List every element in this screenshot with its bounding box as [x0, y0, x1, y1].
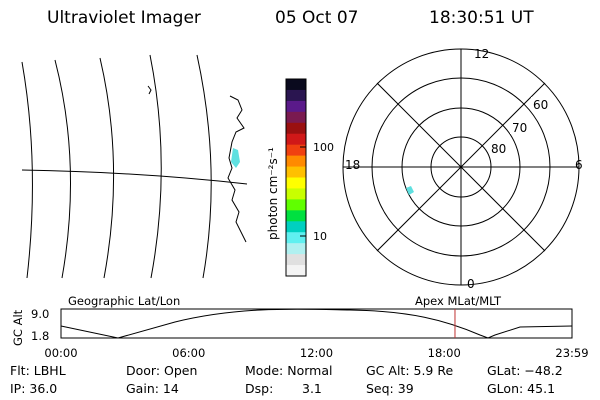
colorbar-band	[286, 199, 306, 211]
aurora-patch	[406, 186, 414, 195]
meridian-line	[99, 57, 115, 279]
ip-label: IP: 36.0	[10, 381, 58, 396]
glat-label: GLat: −48.2	[487, 363, 563, 378]
timeline-ymin: 1.8	[31, 329, 49, 343]
colorbar-band	[286, 89, 306, 102]
colorbar-unit-label: photon cm⁻²s⁻¹	[266, 147, 280, 240]
glon-label: GLon: 45.1	[487, 381, 556, 396]
time-tick-label: 00:00	[44, 346, 77, 360]
filter-label: Flt: LBHL	[10, 363, 66, 378]
dsp-value: 3.1	[302, 381, 322, 396]
mlt-label-18: 18	[345, 158, 360, 172]
timeline-ymax: 9.0	[31, 307, 49, 321]
meridian-line	[21, 61, 33, 279]
colorbar-band	[286, 166, 306, 178]
colorbar-band	[286, 177, 306, 189]
timeline-right-title: Apex MLat/MLT	[415, 294, 502, 308]
colorbar-band	[286, 188, 306, 200]
aurora-patch	[231, 148, 240, 168]
instrument-title: Ultraviolet Imager	[47, 8, 201, 28]
colorbar-tick-100: 100	[313, 141, 334, 154]
mlt-label-12: 12	[474, 47, 489, 61]
lat-label-80: 80	[491, 142, 506, 156]
mlt-label-6: 6	[575, 158, 583, 172]
time-tick-label: 23:59	[555, 346, 588, 360]
parallel-line	[21, 169, 248, 185]
gain-label: Gain: 14	[126, 381, 179, 396]
meridian-line	[149, 54, 162, 279]
altitude-curve	[60, 308, 573, 339]
gc-alt-label: GC Alt: 5.9 Re	[366, 363, 454, 378]
date-label: 05 Oct 07	[275, 8, 359, 28]
meridian-line	[196, 54, 212, 279]
lat-label-60: 60	[533, 98, 548, 112]
timeline-left-title: Geographic Lat/Lon	[68, 294, 180, 308]
seq-label: Seq: 39	[366, 381, 414, 396]
time-label: 18:30:51 UT	[429, 8, 534, 28]
colorbar-band	[286, 111, 306, 124]
colorbar-band	[286, 254, 306, 266]
time-tick-label: 06:00	[172, 346, 205, 360]
colorbar-tick-10: 10	[313, 230, 327, 243]
mlt-label-0: 0	[467, 277, 475, 291]
dsp-label: Dsp:	[245, 381, 274, 396]
colorbar-band	[286, 265, 306, 277]
coastline	[227, 95, 247, 243]
meridian-line	[54, 59, 71, 279]
colorbar-band	[286, 243, 306, 255]
colorbar-band	[286, 122, 306, 135]
colorbar-band	[286, 100, 306, 113]
lat-label-70: 70	[512, 121, 527, 135]
colorbar-band	[286, 133, 306, 146]
colorbar-band	[286, 144, 306, 157]
colorbar-band	[286, 232, 306, 244]
colorbar-band	[286, 155, 306, 168]
timeline-axis-label: GC Alt	[11, 309, 25, 346]
colorbar-band	[286, 79, 306, 91]
time-tick-label: 18:00	[428, 346, 461, 360]
time-tick-label: 12:00	[300, 346, 333, 360]
colorbar-band	[286, 221, 306, 233]
mode-label: Mode: Normal	[245, 363, 333, 378]
coastline	[147, 85, 152, 95]
door-label: Door: Open	[126, 363, 198, 378]
colorbar-band	[286, 210, 306, 222]
